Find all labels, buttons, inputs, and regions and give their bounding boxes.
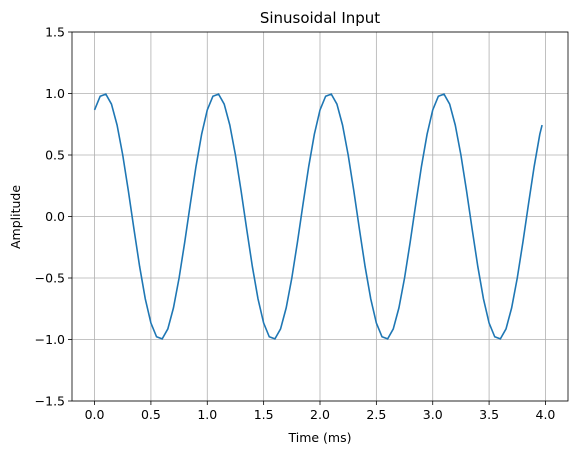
series-line [93, 93, 543, 340]
y-tick-label: −1.5 [35, 394, 65, 409]
y-tick-label: 0.5 [45, 148, 65, 163]
x-axis-label: Time (ms) [287, 430, 351, 445]
chart-title: Sinusoidal Input [260, 9, 380, 27]
y-tick-label: −0.5 [35, 271, 65, 286]
x-tick-label: 4.0 [536, 407, 556, 422]
y-tick-label: 1.5 [45, 25, 65, 40]
x-tick-label: 0.0 [85, 407, 105, 422]
y-tick-label: −1.0 [35, 332, 65, 347]
y-tick-label: 1.0 [45, 86, 65, 101]
x-axis: 0.0 0.5 1.0 1.5 2.0 2.5 3.0 3.5 4.0 [85, 401, 556, 422]
x-tick-label: 2.0 [310, 407, 330, 422]
x-tick-label: 3.5 [479, 407, 499, 422]
x-tick-label: 0.5 [141, 407, 161, 422]
y-axis-label: Amplitude [8, 185, 23, 249]
x-tick-label: 2.5 [366, 407, 386, 422]
y-tick-label: 0.0 [45, 209, 65, 224]
y-axis: −1.5 −1.0 −0.5 0.0 0.5 1.0 1.5 [35, 25, 72, 409]
x-tick-label: 3.0 [423, 407, 443, 422]
x-tick-label: 1.0 [197, 407, 217, 422]
grid [72, 31, 568, 402]
x-tick-label: 1.5 [254, 407, 274, 422]
